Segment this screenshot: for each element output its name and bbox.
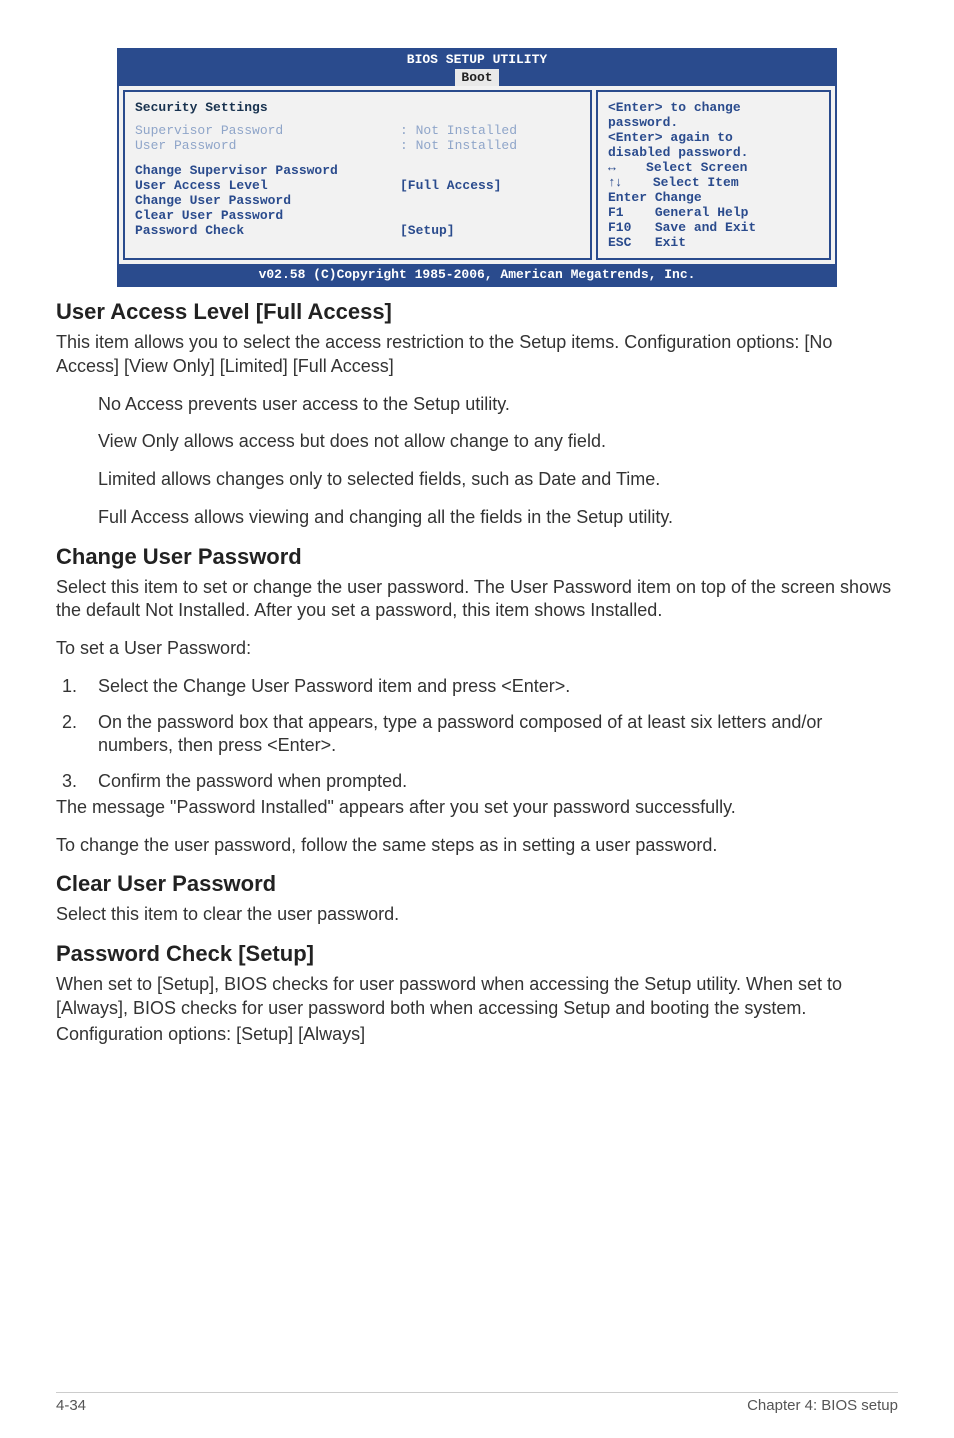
heading-pc: Password Check [Setup]	[56, 941, 898, 967]
bullet-view-only: View Only allows access but does not all…	[98, 430, 898, 454]
step-item: On the password box that appears, type a…	[82, 711, 898, 759]
bullet-limited: Limited allows changes only to selected …	[98, 468, 898, 492]
bios-row-pwcheck[interactable]: Password Check [Setup]	[135, 223, 580, 238]
bios-label: Change Supervisor Password	[135, 163, 400, 178]
steps-list: Select the Change User Password item and…	[82, 675, 898, 794]
key-label: Exit	[655, 235, 686, 250]
bios-left-panel: Security Settings Supervisor Password : …	[123, 90, 592, 260]
bios-row-ual[interactable]: User Access Level [Full Access]	[135, 178, 580, 193]
bios-label: Clear User Password	[135, 208, 400, 223]
bios-hint: <Enter> to change password. <Enter> agai…	[608, 100, 819, 160]
key-label: Save and Exit	[655, 220, 756, 235]
bios-value: [Setup]	[400, 223, 580, 238]
paragraph: To change the user password, follow the …	[56, 834, 898, 858]
paragraph: Select this item to set or change the us…	[56, 576, 898, 624]
bios-label: User Password	[135, 138, 400, 153]
bios-row-change-user[interactable]: Change User Password	[135, 193, 580, 208]
bios-row-change-super[interactable]: Change Supervisor Password	[135, 163, 580, 178]
bios-label: Supervisor Password	[135, 123, 400, 138]
key-label: Select Item	[653, 175, 739, 190]
bios-right-panel: <Enter> to change password. <Enter> agai…	[596, 90, 831, 260]
step-item: Confirm the password when prompted.	[82, 770, 898, 794]
bios-value	[400, 193, 580, 208]
bios-frame: BIOS SETUP UTILITY Boot Security Setting…	[117, 48, 837, 287]
heading-clup: Clear User Password	[56, 871, 898, 897]
step-item: Select the Change User Password item and…	[82, 675, 898, 699]
page-footer: 4-34 Chapter 4: BIOS setup	[56, 1392, 898, 1414]
key-label: Change	[655, 190, 702, 205]
bios-value: : Not Installed	[400, 138, 580, 153]
bullet-no-access: No Access prevents user access to the Se…	[98, 393, 898, 417]
hint-line: disabled password.	[608, 145, 748, 160]
paragraph: The message "Password Installed" appears…	[56, 796, 898, 820]
key-name: ESC	[608, 235, 631, 250]
heading-ual: User Access Level [Full Access]	[56, 299, 898, 325]
key-label: Select Screen	[646, 160, 747, 175]
bios-row-userpw: User Password : Not Installed	[135, 138, 580, 153]
arrow-ud-icon: ↑↓	[608, 175, 622, 190]
hint-line: <Enter> again to	[608, 130, 733, 145]
bios-label: User Access Level	[135, 178, 400, 193]
bios-value: [Full Access]	[400, 178, 580, 193]
bios-row-clear-user[interactable]: Clear User Password	[135, 208, 580, 223]
bios-title-text: BIOS SETUP UTILITY	[407, 52, 547, 67]
paragraph: Select this item to clear the user passw…	[56, 903, 898, 927]
page-number: 4-34	[56, 1397, 86, 1414]
bios-key-legend: ↔ Select Screen ↑↓ Select Item Enter Cha…	[608, 160, 819, 250]
bios-security-heading: Security Settings	[135, 100, 580, 115]
bios-value	[400, 208, 580, 223]
bullet-full-access: Full Access allows viewing and changing …	[98, 506, 898, 530]
bios-row-supervisor: Supervisor Password : Not Installed	[135, 123, 580, 138]
bios-label: Password Check	[135, 223, 400, 238]
key-name: F10	[608, 220, 631, 235]
paragraph: Configuration options: [Setup] [Always]	[56, 1023, 898, 1047]
bios-label: Change User Password	[135, 193, 400, 208]
bios-tab-boot: Boot	[455, 69, 498, 86]
chapter-label: Chapter 4: BIOS setup	[747, 1397, 898, 1414]
hint-line: password.	[608, 115, 678, 130]
paragraph: To set a User Password:	[56, 637, 898, 661]
key-name: F1	[608, 205, 624, 220]
hint-line: <Enter> to change	[608, 100, 741, 115]
paragraph: This item allows you to select the acces…	[56, 331, 898, 379]
key-name: Enter	[608, 190, 647, 205]
bios-title-bar: BIOS SETUP UTILITY Boot	[119, 50, 835, 86]
arrow-lr-icon: ↔	[608, 160, 615, 175]
key-label: General Help	[655, 205, 749, 220]
paragraph: When set to [Setup], BIOS checks for use…	[56, 973, 898, 1021]
bios-copyright: v02.58 (C)Copyright 1985-2006, American …	[119, 264, 835, 285]
bios-value: : Not Installed	[400, 123, 580, 138]
bios-value	[400, 163, 580, 178]
heading-cup: Change User Password	[56, 544, 898, 570]
